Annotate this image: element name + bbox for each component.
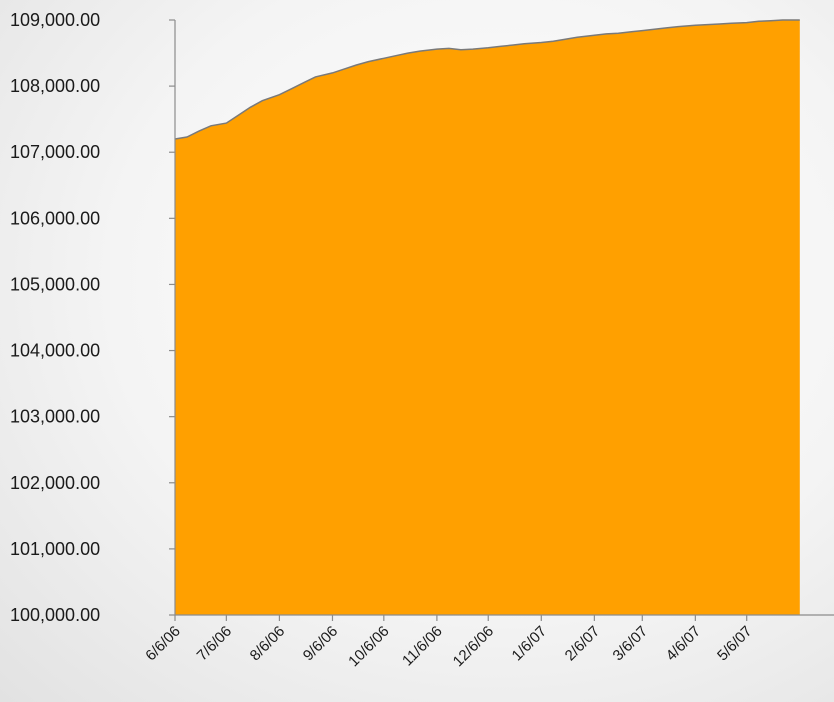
x-tick-label: 1/6/07: [509, 623, 551, 665]
area-line: [174, 19, 800, 140]
plot-area: [174, 19, 800, 615]
x-tick-label: 3/6/07: [610, 623, 652, 665]
y-tick-label: 104,000.00: [10, 341, 100, 361]
y-tick-label: 108,000.00: [10, 76, 100, 96]
y-tick-label: 103,000.00: [10, 407, 100, 427]
x-tick-label: 11/6/06: [399, 623, 446, 670]
x-tick-label: 10/6/06: [345, 623, 392, 670]
y-tick-label: 101,000.00: [10, 539, 100, 559]
x-axis: 6/6/06 7/6/06 8/6/06 9/6/06 10/6/06 11/6/06 12…: [142, 614, 834, 670]
y-tick-label: 109,000.00: [10, 10, 100, 30]
x-tick-label: 8/6/06: [247, 623, 289, 665]
y-tick-label: 100,000.00: [10, 605, 100, 625]
y-tick-label: 107,000.00: [10, 142, 100, 162]
area-fill: [175, 20, 800, 615]
x-tick-label: 5/6/07: [714, 623, 756, 665]
x-tick-label: 12/6/06: [450, 623, 497, 670]
y-tick-label: 102,000.00: [10, 473, 100, 493]
y-tick-label: 105,000.00: [10, 274, 100, 294]
x-tick-label: 4/6/07: [663, 623, 705, 665]
x-tick-label: 2/6/07: [562, 623, 604, 665]
y-axis: 100,000.00 101,000.00 102,000.00 103,000.00…: [10, 10, 176, 625]
x-tick-label: 9/6/06: [300, 623, 342, 665]
y-tick-label: 106,000.00: [10, 208, 100, 228]
x-tick-label: 7/6/06: [194, 623, 236, 665]
x-tick-label: 6/6/06: [142, 623, 184, 665]
